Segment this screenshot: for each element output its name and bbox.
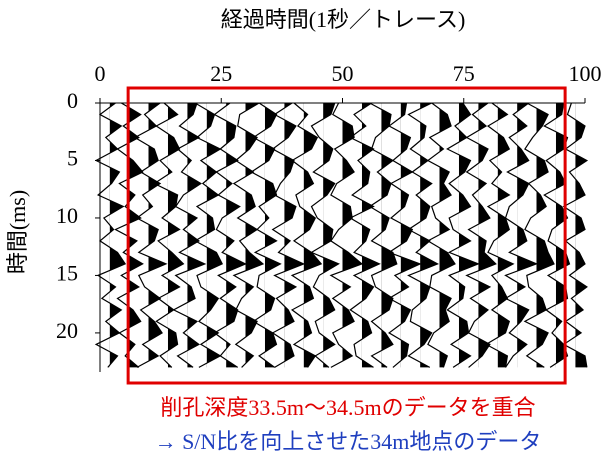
chart: 経過時間(1秒／トレース) 時間(ms) 0 25 50 75 100 0 5 10 15 20 削… — [0, 0, 601, 461]
trace-line — [409, 103, 438, 367]
trace-fill — [486, 103, 513, 367]
annotation: 削孔深度33.5m〜34.5mのデータを重合 — [160, 395, 535, 420]
x-tick-label: 25 — [210, 61, 232, 86]
trace-line — [370, 103, 397, 367]
trace-line — [564, 103, 587, 367]
trace-line — [428, 103, 455, 367]
trace-fill — [135, 103, 166, 367]
trace-line — [195, 103, 222, 367]
trace-fill — [350, 103, 379, 367]
trace-fill — [389, 103, 420, 367]
x-tick-label: 100 — [569, 61, 601, 86]
trace-line — [331, 103, 362, 367]
trace-fill — [506, 103, 537, 367]
x-tick-label: 50 — [332, 61, 354, 86]
trace-line — [251, 103, 280, 367]
y-tick-label: 20 — [56, 318, 78, 343]
annotation: → S/N比を向上させた34m地点のデータ — [155, 429, 542, 454]
trace-fill — [215, 103, 246, 367]
y-tick-label: 0 — [67, 88, 78, 113]
chart-title: 経過時間(1秒／トレース) — [221, 7, 466, 32]
y-axis-label: 時間(ms) — [5, 190, 30, 274]
y-tick-label: 10 — [56, 203, 78, 228]
y-tick-label: 15 — [56, 260, 78, 285]
x-tick-label: 75 — [453, 61, 475, 86]
trace-line — [467, 103, 496, 367]
trace-line — [215, 103, 246, 367]
x-tick-label: 0 — [95, 61, 106, 86]
trace-line — [273, 103, 304, 367]
trace-fill — [273, 103, 304, 367]
y-tick-label: 5 — [67, 146, 78, 171]
